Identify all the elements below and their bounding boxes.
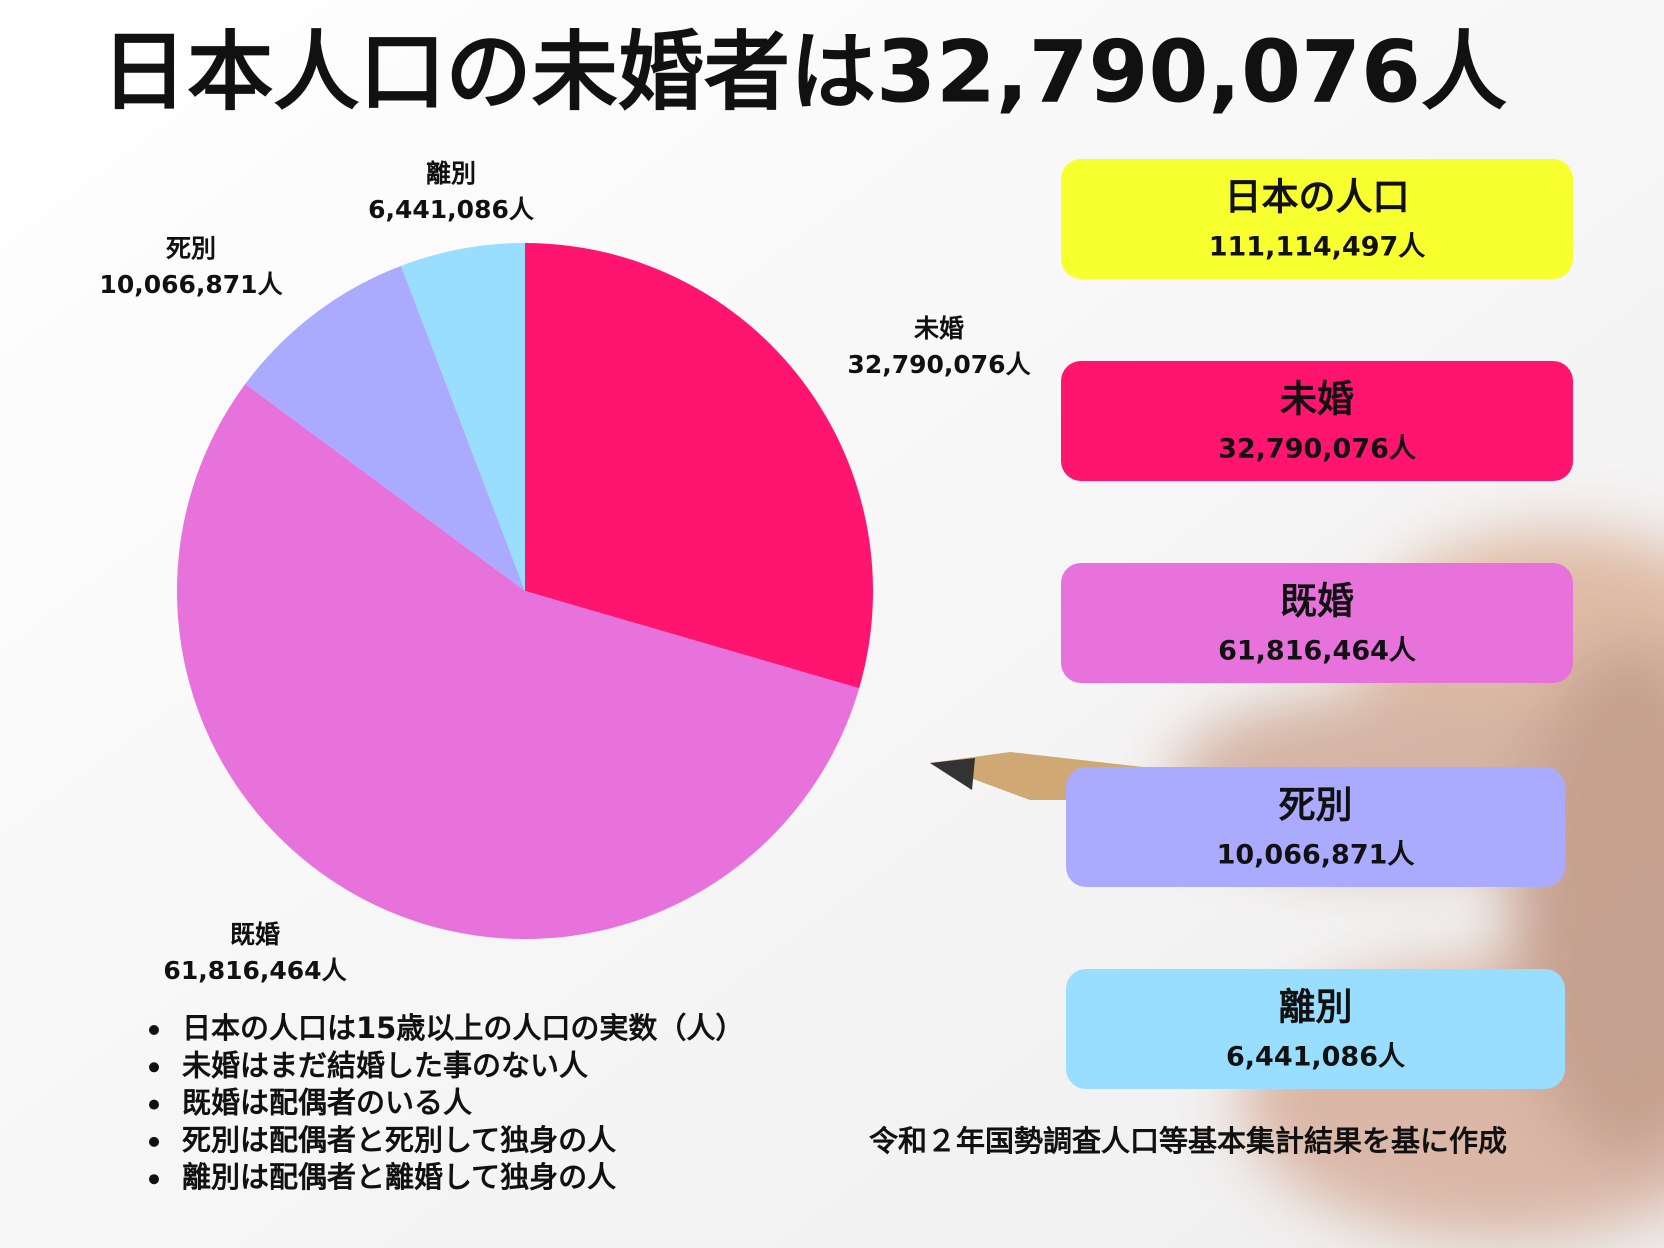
- bullet: [149, 1136, 159, 1147]
- note: 既婚は配偶者のいる人: [182, 1086, 472, 1120]
- card-label: 離別: [1279, 986, 1353, 1029]
- slice-value-label: 61,816,464人: [163, 956, 346, 985]
- slice-value-label: 6,441,086人: [368, 195, 534, 224]
- pie-slice: [525, 243, 873, 689]
- bullet: [149, 1062, 159, 1073]
- slice-label: 死別: [166, 234, 216, 263]
- note: 離別は配偶者と離婚して独身の人: [182, 1160, 616, 1194]
- notes: 日本の人口は15歳以上の人口の実数（人）未婚はまだ結婚した事のない人既婚は配偶者…: [149, 1011, 744, 1194]
- chart-title: 日本人口の未婚者は32,790,076人: [101, 22, 1507, 122]
- bullet: [149, 1174, 159, 1185]
- bullet: [149, 1025, 159, 1035]
- card-label: 未婚: [1280, 378, 1354, 421]
- card-value: 10,066,871人: [1217, 840, 1415, 871]
- card-value: 61,816,464人: [1218, 636, 1416, 667]
- card-label: 日本の人口: [1225, 176, 1410, 219]
- slice-value-label: 10,066,871人: [99, 270, 282, 299]
- note: 日本の人口は15歳以上の人口の実数（人）: [182, 1011, 744, 1045]
- card-label: 既婚: [1280, 580, 1354, 623]
- card-bg: [1066, 767, 1565, 887]
- slice-label: 離別: [426, 159, 476, 188]
- slice-label: 既婚: [230, 920, 280, 949]
- pie-slice: [245, 265, 526, 591]
- source: 令和２年国勢調査人口等基本集計結果を基に作成: [869, 1124, 1507, 1158]
- pie-slice: [177, 383, 860, 939]
- card-bg: [1061, 361, 1573, 481]
- pie-slice: [401, 243, 525, 591]
- card-bg: [1061, 159, 1573, 279]
- card-bg: [1061, 563, 1573, 683]
- note: 未婚はまだ結婚した事のない人: [182, 1048, 588, 1082]
- note: 死別は配偶者と死別して独身の人: [182, 1123, 616, 1157]
- card-bg: [1066, 969, 1565, 1089]
- card-label: 死別: [1279, 784, 1353, 827]
- slice-value-label: 32,790,076人: [847, 350, 1030, 379]
- card-value: 6,441,086人: [1226, 1042, 1405, 1073]
- card-value: 32,790,076人: [1218, 434, 1416, 465]
- bullet: [149, 1099, 159, 1110]
- card-value: 111,114,497人: [1209, 232, 1426, 263]
- slice-label: 未婚: [914, 314, 964, 343]
